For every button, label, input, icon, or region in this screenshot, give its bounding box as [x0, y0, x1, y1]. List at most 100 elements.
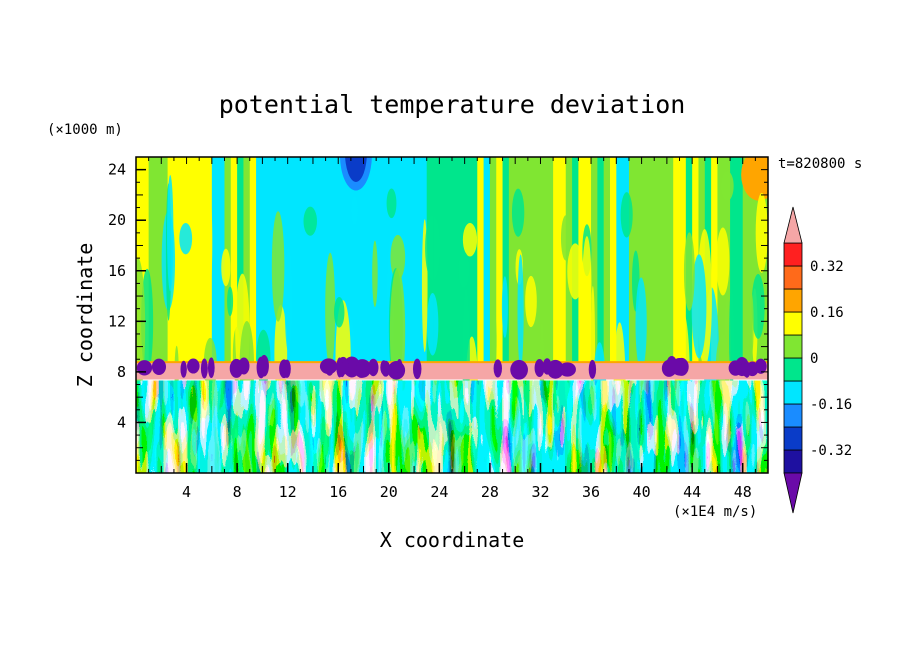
tropopause-blob — [368, 358, 379, 377]
chart-title: potential temperature deviation — [219, 90, 686, 119]
tropopause-blob — [412, 358, 422, 380]
upper-field-column — [357, 157, 365, 365]
colorbar-label: 0 — [810, 351, 818, 367]
tropopause-blob — [200, 358, 208, 379]
tropopause-blob — [510, 359, 528, 380]
x-tick-label: 36 — [582, 483, 600, 501]
upper-field-streak — [303, 206, 317, 236]
upper-field-column — [281, 157, 289, 365]
upper-field-column — [376, 157, 384, 365]
upper-field-column — [711, 157, 719, 365]
upper-field-column — [211, 157, 219, 365]
tropopause-blob — [259, 354, 269, 377]
upper-field-streak — [221, 248, 231, 287]
x-tick-label: 8 — [233, 483, 242, 501]
colorbar-segment — [783, 449, 803, 474]
upper-field-streak — [501, 276, 508, 338]
upper-field-column — [742, 157, 750, 365]
upper-field-streak — [426, 292, 439, 356]
tropopause-blob — [396, 359, 403, 374]
colorbar-max-arrow — [783, 206, 803, 244]
upper-field-column — [679, 157, 687, 365]
upper-field-column — [470, 157, 478, 365]
upper-field-column — [249, 157, 257, 365]
upper-field-column — [521, 157, 529, 365]
upper-field-column — [180, 157, 188, 365]
tropopause-edge — [136, 361, 768, 364]
tropopause-blob — [336, 357, 344, 378]
upper-field-column — [344, 157, 352, 365]
upper-field-column — [148, 157, 156, 365]
upper-field-column — [319, 157, 327, 365]
low-anomaly-core — [345, 157, 367, 182]
upper-field-streak — [491, 310, 497, 371]
upper-field-column — [534, 157, 542, 365]
x-tick-label: 32 — [531, 483, 549, 501]
upper-field-column — [546, 157, 554, 365]
turbulent-layer — [136, 380, 768, 473]
tropopause-blob — [136, 360, 153, 376]
y-axis-unit: (×1000 m) — [47, 122, 123, 138]
upper-field-column — [628, 157, 636, 365]
upper-field-column — [749, 157, 756, 365]
upper-field-column — [616, 157, 624, 365]
upper-field-column — [439, 157, 447, 365]
upper-field-column — [173, 157, 181, 365]
upper-field-streak — [462, 222, 478, 257]
upper-field-column — [262, 157, 270, 365]
upper-field-streak — [325, 252, 336, 368]
tropopause-blob — [493, 359, 503, 378]
colorbar-segment — [783, 357, 803, 382]
upper-field-streak — [458, 251, 470, 288]
colorbar-segment — [783, 288, 803, 313]
colorbar-label: -0.16 — [810, 397, 852, 413]
y-tick-label: 12 — [108, 312, 126, 330]
upper-field-streak — [167, 175, 174, 292]
upper-field-column — [502, 157, 510, 365]
upper-field-column — [350, 157, 358, 365]
x-tick-label: 20 — [380, 483, 398, 501]
upper-field-column — [641, 157, 649, 365]
upper-field-column — [230, 157, 238, 365]
upper-field-column — [559, 157, 567, 365]
upper-field-streak — [199, 170, 213, 314]
upper-field-column — [553, 157, 561, 365]
x-tick-label: 28 — [481, 483, 499, 501]
x-tick-label: 48 — [734, 483, 752, 501]
y-tick-label: 20 — [108, 211, 126, 229]
upper-field-column — [300, 157, 308, 365]
y-tick-label: 24 — [108, 161, 126, 179]
upper-field-streak — [720, 171, 734, 201]
colorbar-min-arrow — [783, 472, 803, 514]
contour-field — [136, 157, 768, 473]
warm-anomaly-region — [741, 157, 768, 201]
upper-field-column — [736, 157, 744, 365]
tropopause-blob — [743, 361, 751, 378]
y-tick-label: 4 — [117, 413, 126, 431]
upper-field-column — [527, 157, 535, 365]
colorbar: 0.32 0.16 0 -0.16 -0.32 — [783, 206, 852, 514]
upper-field-streak — [351, 195, 359, 226]
upper-field-column — [622, 157, 630, 365]
upper-field-streak — [511, 188, 525, 237]
upper-field-column — [407, 157, 415, 365]
upper-field-streak — [372, 240, 378, 308]
upper-field-column — [603, 157, 611, 365]
colorbar-segment — [783, 403, 803, 428]
upper-field-column — [331, 157, 339, 365]
upper-field-column — [489, 157, 497, 365]
upper-field-column — [363, 157, 371, 365]
upper-field-streak — [525, 275, 537, 328]
upper-field-column — [186, 157, 194, 365]
upper-field-streak — [425, 215, 441, 281]
upper-field-streak — [748, 291, 754, 357]
tropopause-blob — [356, 361, 366, 378]
upper-field-column — [591, 157, 598, 365]
upper-field-column — [306, 157, 314, 365]
x-axis-label: X coordinate — [380, 528, 525, 552]
colorbar-segment — [783, 426, 803, 451]
tropopause-blob — [207, 357, 215, 379]
upper-field-column — [338, 157, 346, 365]
colorbar-label: 0.16 — [810, 305, 844, 321]
